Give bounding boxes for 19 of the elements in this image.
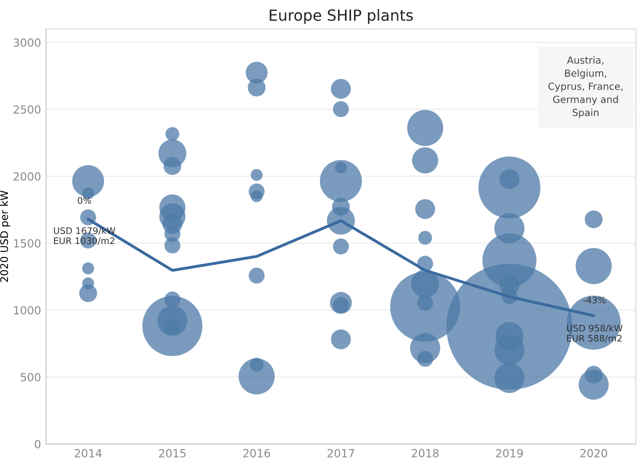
chart-title: Europe SHIP plants xyxy=(270,9,413,24)
annotation: Austria, Belgium, Cyprus, France, Germany and Spain xyxy=(548,56,622,118)
y-tick-label: 1500 xyxy=(14,239,40,248)
y-tick-label: 2000 xyxy=(14,172,40,181)
x-tick-label: 2017 xyxy=(328,449,354,458)
x-tick-label: 2015 xyxy=(159,449,186,458)
x-tick-label: 2014 xyxy=(74,449,102,458)
x-tick-label: 2018 xyxy=(412,449,439,458)
y-tick-label: 500 xyxy=(20,373,40,382)
annotation: 0% xyxy=(78,197,92,204)
y-tick-label: 3000 xyxy=(14,38,40,47)
x-tick-label: 2019 xyxy=(496,449,523,458)
annotation: -43% xyxy=(583,296,606,304)
x-tick-label: 2016 xyxy=(243,449,270,458)
y-tick-label: 2500 xyxy=(14,105,40,114)
y-tick-label: 1000 xyxy=(14,306,40,314)
y-axis-title: 2020 USD per kW xyxy=(0,190,10,282)
y-tick-label: 0 xyxy=(34,440,40,448)
x-tick-label: 2020 xyxy=(580,449,608,458)
